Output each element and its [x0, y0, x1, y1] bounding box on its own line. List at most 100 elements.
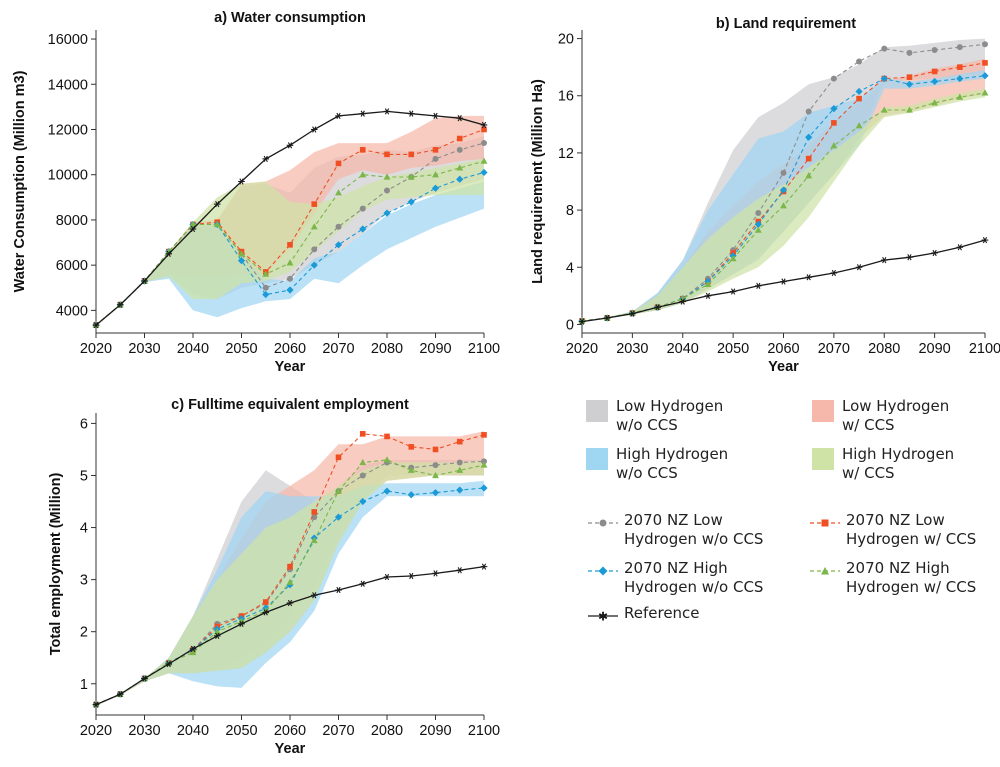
- water-point-2070-nz-low-hydrogen-w-o-ccs-2060: [287, 275, 293, 282]
- employment-point-2070-nz-low-hydrogen-w-ccs-2095: [456, 438, 463, 445]
- employment-point-reference-2025: [116, 691, 124, 698]
- employment-point-2070-nz-low-hydrogen-w-ccs-2090: [432, 446, 439, 453]
- water-point-2070-nz-high-hydrogen-w-o-ccs-2070: [334, 241, 343, 249]
- legend-label-band-high-w: High Hydrogen w/ CCS: [842, 445, 955, 482]
- employment-point-2070-nz-low-hydrogen-w-o-ccs-2095: [456, 459, 463, 466]
- employment-point-2070-nz-high-hydrogen-w-o-ccs-2090: [431, 489, 440, 497]
- land-point-2070-nz-low-hydrogen-w-o-ccs-2060: [780, 169, 787, 176]
- employment-point-2070-nz-high-hydrogen-w-o-ccs-2100: [480, 484, 488, 492]
- employment-x-tick-label-2100: 2100: [468, 723, 500, 739]
- employment-point-2070-nz-high-hydrogen-w-o-ccs-2085: [407, 491, 415, 499]
- water-y-tick-label-4000: 4000: [56, 303, 88, 319]
- employment-x-tick-label-2060: 2060: [274, 723, 306, 739]
- land-point-2070-nz-high-hydrogen-w-o-ccs-2100: [981, 72, 989, 80]
- land-x-axis-label: Year: [768, 359, 799, 375]
- water-point-2070-nz-low-hydrogen-w-o-ccs-2070: [335, 223, 342, 230]
- legend-key-line-low-wo: [588, 519, 618, 527]
- water-y-tick-label-12000: 12000: [48, 122, 88, 138]
- land-point-2070-nz-low-hydrogen-w-ccs-2085: [906, 74, 913, 80]
- land-point-2070-nz-low-hydrogen-w-ccs-2065: [805, 155, 812, 162]
- employment-point-reference-2080: [383, 573, 391, 581]
- employment-point-2070-nz-high-hydrogen-w-ccs-2075: [359, 458, 367, 466]
- water-point-2070-nz-high-hydrogen-w-o-ccs-2065: [310, 261, 318, 269]
- water-y-axis-label: Water Consumption (Million m3): [12, 70, 28, 292]
- land-point-2070-nz-low-hydrogen-w-o-ccs-2055: [755, 209, 762, 216]
- land-point-2070-nz-high-hydrogen-w-ccs-2055: [754, 226, 762, 233]
- water-point-2070-nz-low-hydrogen-w-o-ccs-2080: [384, 187, 390, 194]
- land-point-reference-2075: [855, 264, 863, 271]
- water-point-2070-nz-low-hydrogen-w-o-ccs-2100: [481, 140, 487, 147]
- water-point-reference-2060: [286, 142, 294, 149]
- legend-label-band-low-wo: Low Hydrogen w/o CCS: [616, 397, 724, 434]
- legend-label-band-low-w: Low Hydrogen w/ CCS: [842, 397, 950, 434]
- land-x-tick-label-2050: 2050: [717, 341, 749, 357]
- land-point-reference-2085: [906, 254, 913, 261]
- employment-point-reference-2030: [141, 675, 148, 682]
- employment-x-tick-label-2040: 2040: [177, 723, 209, 739]
- employment-point-2070-nz-high-hydrogen-w-ccs-2050: [238, 617, 245, 624]
- water-point-reference-2035: [165, 250, 173, 257]
- employment-series-line-2070-nz-high-hydrogen-w-o-ccs: [95, 487, 485, 706]
- employment-x-tick-label-2050: 2050: [225, 723, 257, 739]
- water-point-2070-nz-low-hydrogen-w-ccs-2080: [384, 151, 390, 158]
- legend-label-band-high-wo: High Hydrogen w/o CCS: [616, 445, 729, 482]
- water-x-tick-label-2020: 2020: [80, 341, 112, 357]
- water-x-tick-label-2090: 2090: [419, 341, 451, 357]
- land-point-2070-nz-high-hydrogen-w-ccs-2065: [805, 172, 813, 179]
- land-point-2070-nz-low-hydrogen-w-o-ccs-2085: [906, 49, 913, 56]
- employment-point-2070-nz-high-hydrogen-w-o-ccs-2075: [359, 497, 367, 506]
- water-point-reference-2100: [480, 121, 488, 129]
- land-y-tick-label-4: 4: [566, 260, 574, 276]
- employment-y-tick-label-4: 4: [80, 521, 88, 537]
- water-point-2070-nz-high-hydrogen-w-ccs-2100: [480, 157, 488, 164]
- employment-point-reference-2045: [213, 632, 221, 639]
- employment-point-2070-nz-high-hydrogen-w-ccs-2065: [310, 536, 318, 544]
- land-y-tick-label-8: 8: [566, 203, 574, 219]
- land-point-reference-2035: [654, 304, 661, 311]
- water-point-2070-nz-low-hydrogen-w-o-ccs-2095: [456, 146, 463, 153]
- land-point-reference-2040: [679, 298, 687, 305]
- land-point-2070-nz-low-hydrogen-w-ccs-2075: [856, 95, 862, 102]
- land-point-reference-2020: [578, 318, 586, 325]
- land-point-2070-nz-high-hydrogen-w-o-ccs-2055: [754, 220, 762, 228]
- land-series-line-2070-nz-low-hydrogen-w-ccs: [581, 62, 986, 322]
- water-x-tick-label-2050: 2050: [225, 341, 257, 357]
- water-x-tick-label-2100: 2100: [468, 341, 500, 357]
- employment-point-2070-nz-low-hydrogen-w-o-ccs-2100: [481, 458, 487, 465]
- land-point-2070-nz-low-hydrogen-w-o-ccs-2065: [805, 108, 812, 115]
- legend-label-line-low-w: 2070 NZ Low Hydrogen w/ CCS: [846, 511, 977, 548]
- legend-item-line-reference: ✱ Reference: [586, 604, 700, 627]
- water-x-tick-label-2060: 2060: [274, 341, 306, 357]
- employment-chart: 2020 2030 2040 2050 2060 2070 2080 2090 2100 1 2 3 4…: [48, 397, 500, 757]
- land-x-tick-label-2080: 2080: [868, 341, 900, 357]
- land-point-2070-nz-low-hydrogen-w-o-ccs-2075: [856, 58, 863, 65]
- land-x-tick-label-2100: 2100: [969, 341, 1000, 357]
- land-point-reference-2045: [704, 292, 712, 299]
- water-point-2070-nz-low-hydrogen-w-ccs-2065: [311, 201, 318, 207]
- legend-label-line-low-wo: 2070 NZ Low Hydrogen w/o CCS: [624, 511, 764, 548]
- land-point-2070-nz-low-hydrogen-w-ccs-2100: [982, 60, 988, 66]
- water-point-reference-2025: [116, 301, 124, 308]
- land-point-2070-nz-high-hydrogen-w-ccs-2100: [981, 89, 989, 96]
- water-point-2070-nz-high-hydrogen-w-o-ccs-2050: [237, 257, 246, 265]
- employment-point-reference-2100: [480, 563, 488, 570]
- employment-y-tick-label-1: 1: [80, 677, 88, 693]
- water-point-reference-2070: [335, 112, 342, 120]
- land-point-2070-nz-low-hydrogen-w-o-ccs-2100: [982, 41, 988, 48]
- employment-point-2070-nz-low-hydrogen-w-ccs-2055: [262, 599, 269, 605]
- employment-point-2070-nz-high-hydrogen-w-ccs-2080: [383, 456, 391, 463]
- employment-point-reference-2050: [238, 620, 245, 628]
- legend-key-line-low-w: [810, 519, 840, 527]
- water-point-reference-2050: [238, 178, 245, 185]
- water-point-2070-nz-low-hydrogen-w-ccs-2075: [359, 147, 366, 153]
- water-point-2070-nz-high-hydrogen-w-o-ccs-2075: [359, 225, 367, 233]
- employment-x-axis-label: Year: [275, 741, 306, 757]
- water-point-2070-nz-low-hydrogen-w-o-ccs-2090: [432, 155, 439, 162]
- land-point-reference-2055: [755, 282, 762, 289]
- water-point-2070-nz-high-hydrogen-w-o-ccs-2100: [480, 168, 488, 177]
- employment-point-reference-2065: [310, 592, 318, 599]
- land-x-tick-label-2030: 2030: [616, 341, 648, 357]
- legend: Low Hydrogen w/o CCS Low Hydrogen w/ CCS…: [586, 392, 996, 632]
- water-point-2070-nz-high-hydrogen-w-o-ccs-2095: [456, 175, 464, 183]
- legend-item-line-low-hydrogen-wo-ccs: 2070 NZ Low Hydrogen w/o CCS: [586, 511, 763, 549]
